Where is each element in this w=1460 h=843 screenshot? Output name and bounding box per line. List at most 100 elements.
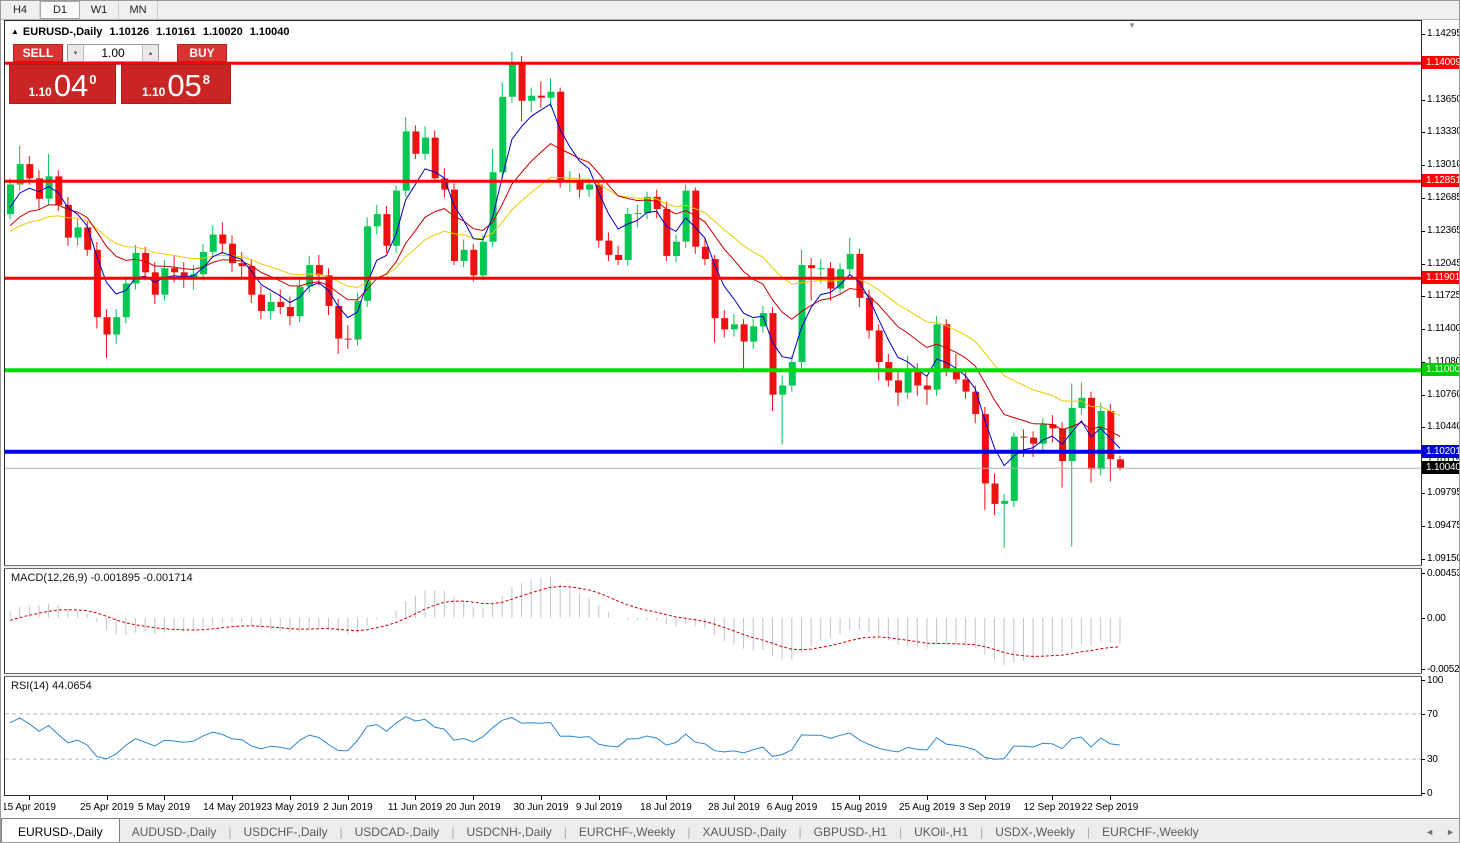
candle-body	[586, 184, 594, 190]
candle-body	[286, 307, 294, 317]
panel-divider[interactable]	[4, 565, 1422, 569]
date-label: 15 Apr 2019	[4, 802, 56, 813]
macd-canvas[interactable]	[5, 569, 1421, 673]
price-tick-label: 1.09475	[1427, 520, 1460, 531]
candle-body	[923, 385, 931, 390]
price-tick-label: 1.09795	[1427, 487, 1460, 498]
tab-scroll-left-icon[interactable]: ◄	[1425, 826, 1435, 837]
tab-eurchf-weekly[interactable]: EURCHF-,Weekly	[1102, 824, 1199, 839]
candle-body	[36, 178, 43, 199]
candle-body	[605, 240, 613, 255]
date-label: 30 Jun 2019	[513, 802, 569, 813]
volume-increase-button[interactable]: ▴	[143, 45, 158, 61]
date-label: 5 May 2019	[137, 802, 191, 813]
price-tick-label: 1.11725	[1427, 290, 1460, 301]
sell-price-box[interactable]: 1.10 04 0	[9, 64, 116, 104]
tab-eurusd-daily[interactable]: EURUSD-,Daily	[1, 818, 120, 842]
date-tick	[473, 796, 474, 800]
date-label: 11 Jun 2019	[387, 802, 443, 813]
rsi-tick	[1422, 680, 1425, 681]
candle-body	[479, 241, 487, 276]
one-click-trade-panel: SELL ▾ 1.00 ▴ BUY 1.10 04 0 1.10 05 8	[9, 44, 231, 104]
buy-price-box[interactable]: 1.10 05 8	[121, 64, 231, 104]
tab-xauusd-daily[interactable]: XAUUSD-,Daily	[702, 824, 787, 839]
candle-body	[229, 243, 236, 264]
candle-body	[798, 265, 806, 362]
candle-body	[1039, 424, 1047, 444]
rsi-panel[interactable]: RSI(14) 44.0654	[4, 677, 1422, 796]
timeframe-button-mn[interactable]: MN	[119, 1, 158, 19]
tab-separator: |	[798, 824, 802, 839]
price-tick-label: 1.13650	[1427, 94, 1460, 105]
panel-divider[interactable]	[4, 673, 1422, 677]
candle-body	[1010, 436, 1018, 501]
date-tick	[927, 796, 928, 800]
candle-body	[364, 226, 372, 301]
price-tick-label: 1.10115	[1427, 455, 1459, 466]
collapse-icon[interactable]: ▲	[11, 27, 19, 36]
tab-scroll-right-icon[interactable]: ►	[1446, 826, 1455, 837]
candle-body	[673, 241, 680, 256]
price-level-tag: 1.14009	[1422, 56, 1459, 69]
date-tick	[599, 796, 600, 800]
volume-input[interactable]: 1.00	[83, 45, 143, 61]
tab-usdcnh-daily[interactable]: USDCNH-,Daily	[466, 824, 552, 839]
tab-separator: |	[980, 824, 984, 839]
price-tick-label: 1.14295	[1427, 28, 1460, 39]
candle-body	[624, 214, 632, 260]
candle-body	[460, 249, 468, 261]
tab-usdchf-daily[interactable]: USDCHF-,Daily	[243, 824, 328, 839]
candle-body	[1097, 411, 1105, 470]
candle-body	[904, 370, 912, 393]
price-tick-label: 1.12685	[1427, 192, 1460, 203]
price-tick-label: 1.11080	[1427, 356, 1460, 367]
timeframe-button-h4[interactable]: H4	[1, 1, 40, 19]
candle-body	[933, 324, 941, 390]
candle-body	[788, 362, 796, 386]
chart-symbol-label: EURUSD-,Daily	[22, 26, 103, 38]
buy-button[interactable]: BUY	[177, 44, 227, 62]
rsi-axis-label: 70	[1427, 709, 1438, 720]
timeframe-button-w1[interactable]: W1	[80, 1, 119, 19]
price-tick	[1422, 362, 1425, 363]
price-level-tag: 1.12851	[1422, 174, 1459, 187]
candle-body	[1078, 397, 1086, 408]
tab-scroll-controls: ◄ ►	[1425, 819, 1455, 842]
candle-body	[537, 95, 545, 98]
tab-usdx-weekly[interactable]: USDX-,Weekly	[995, 824, 1076, 839]
timeframe-button-d1[interactable]: D1	[40, 1, 80, 19]
tab-ukoil-h1[interactable]: UKOil-,H1	[914, 824, 969, 839]
ohlc-high: 1.10161	[156, 26, 196, 38]
price-tick-label: 1.10760	[1427, 389, 1460, 400]
tab-audusd-daily[interactable]: AUDUSD-,Daily	[131, 824, 217, 839]
macd-axis-label: -0.005205	[1427, 664, 1460, 675]
candle-body	[84, 227, 92, 250]
volume-decrease-button[interactable]: ▾	[68, 45, 83, 61]
price-chart-panel[interactable]: ▼ ▲ EURUSD-,Daily 1.10126 1.10161 1.10020 1.1…	[4, 20, 1422, 565]
date-label: 25 Aug 2019	[898, 802, 956, 813]
tab-separator: |	[228, 824, 232, 839]
price-chart-canvas[interactable]	[5, 21, 1421, 565]
rsi-canvas[interactable]	[5, 677, 1421, 795]
candle-body	[663, 209, 671, 256]
time-axis[interactable]: 15 Apr 2019 25 Apr 2019 5 May 2019 14 May 2…	[4, 796, 1422, 817]
tab-separator: |	[451, 824, 455, 839]
sell-button[interactable]: SELL	[13, 44, 63, 62]
candle-body	[354, 300, 362, 340]
price-level-tag: 1.11901	[1422, 271, 1459, 284]
price-tick	[1422, 526, 1425, 527]
candle-body	[122, 283, 130, 318]
date-label: 6 Aug 2019	[766, 802, 818, 813]
candle-body	[296, 286, 304, 317]
price-tick	[1422, 329, 1425, 330]
macd-panel[interactable]: MACD(12,26,9) -0.001895 -0.001714	[4, 569, 1422, 673]
tab-gbpusd-h1[interactable]: GBPUSD-,H1	[813, 824, 887, 839]
chart-shift-marker-icon[interactable]: ▼	[1128, 21, 1136, 30]
candle-body	[142, 252, 150, 273]
ohlc-open: 1.10126	[109, 26, 150, 38]
tab-usdcad-daily[interactable]: USDCAD-,Daily	[354, 824, 440, 839]
tab-eurchf-weekly[interactable]: EURCHF-,Weekly	[578, 824, 676, 839]
candle-body	[470, 249, 478, 276]
price-axis[interactable]: 1.14295 1.13650 1.13330 1.13010 1.12685 1.123…	[1422, 20, 1460, 818]
